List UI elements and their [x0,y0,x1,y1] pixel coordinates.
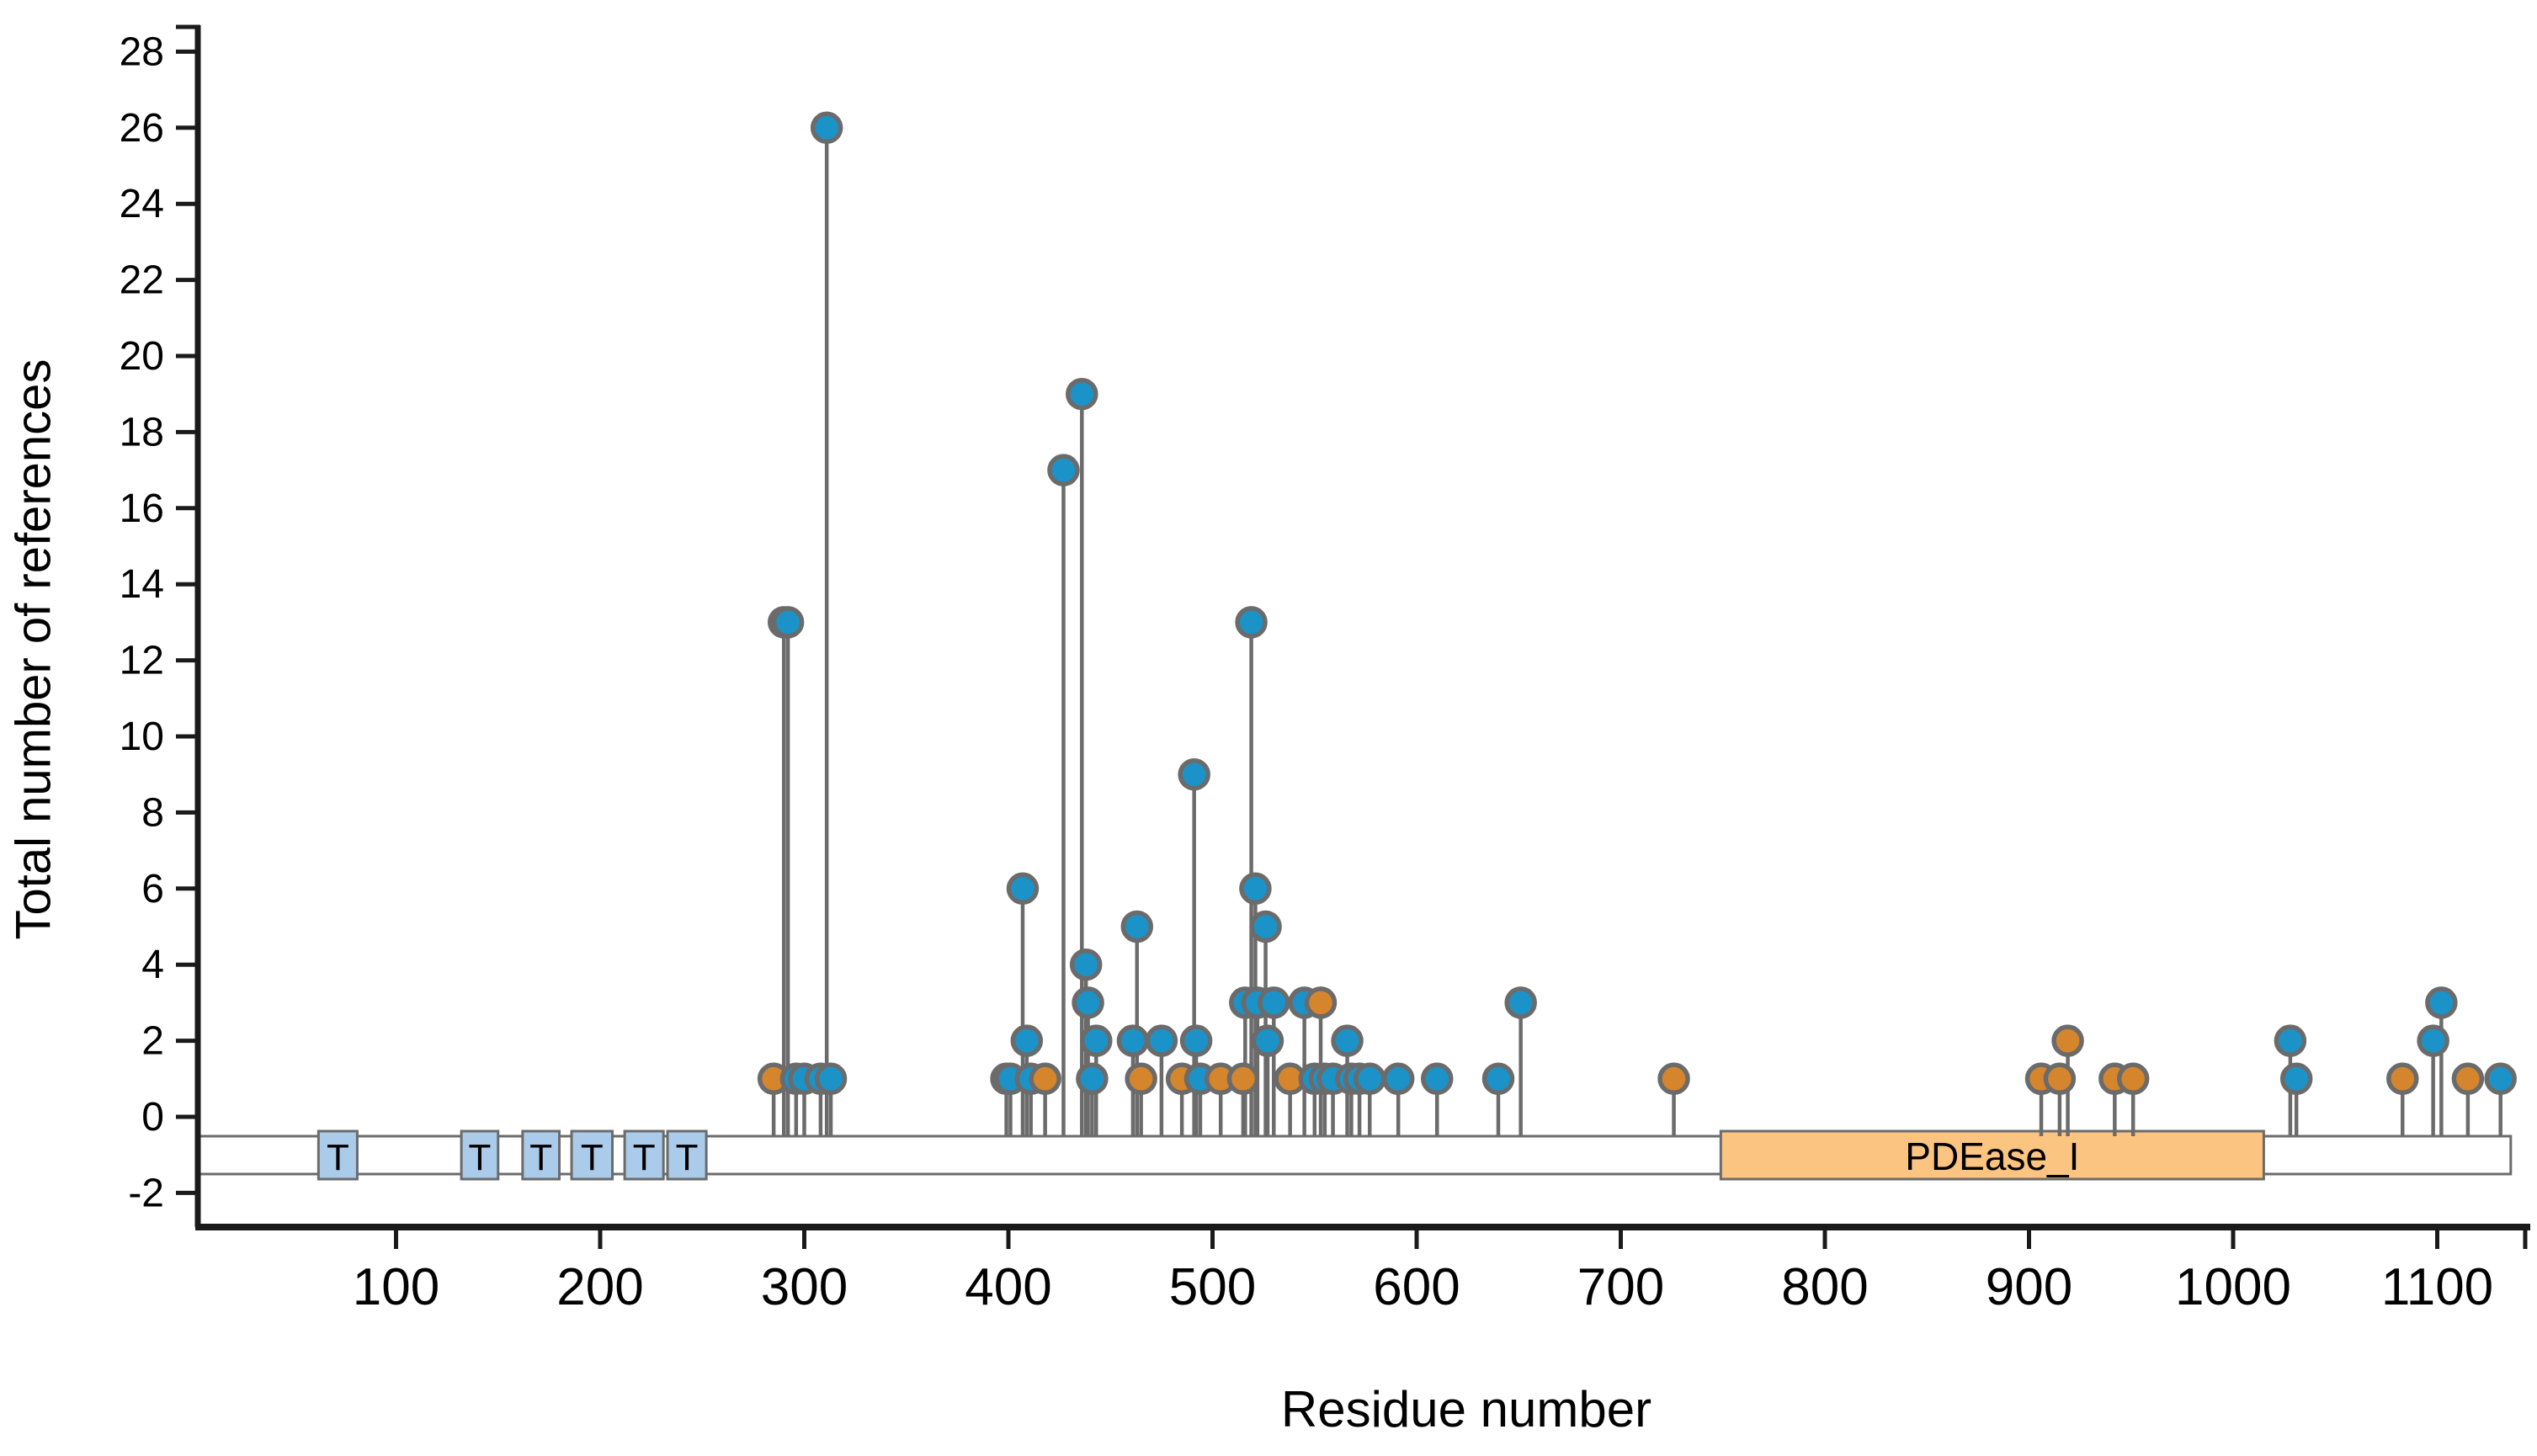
x-tick-label: 700 [1577,1258,1664,1316]
y-tick-label: 6 [141,867,164,911]
lollipop-point[interactable] [1006,872,1040,906]
t-motif-box[interactable] [316,1129,359,1181]
y-tick-label: 18 [120,410,164,454]
lollipop-point[interactable] [1353,1062,1386,1096]
lollipop-point[interactable] [1066,377,1098,411]
y-tick-label: 4 [141,943,164,987]
lollipop-point[interactable] [1381,1062,1415,1096]
pdease-domain-box[interactable] [1719,1129,2265,1181]
t-motif-label: T [676,1137,699,1178]
lollipop-point[interactable] [1145,1024,1178,1057]
lollipop-point[interactable] [1080,1024,1113,1057]
y-tick-label: -2 [128,1171,164,1215]
lollipop-point[interactable] [1116,1024,1150,1057]
lollipop-point[interactable] [814,1062,848,1096]
y-tick-label: 8 [141,790,164,835]
y-tick-label: 16 [120,486,164,531]
t-motif-box[interactable] [570,1129,614,1181]
lollipop-point[interactable] [1010,1024,1044,1057]
x-tick-label: 400 [965,1258,1051,1316]
lollipop-point[interactable] [2279,1062,2313,1096]
y-tick-label: 0 [141,1095,164,1140]
x-tick-label: 600 [1373,1258,1460,1316]
lollipop-point[interactable] [1331,1024,1364,1057]
y-tick-label: 14 [120,562,164,607]
x-tick-label: 1000 [2175,1258,2291,1316]
y-axis-title: Total number of references [6,359,61,940]
lollipop-point[interactable] [1235,606,1268,639]
lollipop-point[interactable] [1120,910,1154,943]
x-axis-title: Residue number [1280,1381,1652,1437]
lollipop-point[interactable] [1125,1062,1157,1096]
y-tick-label: 20 [120,334,164,379]
x-tick-label: 1100 [2381,1258,2493,1316]
lollipop-point[interactable] [2043,1062,2077,1096]
x-tick-label: 100 [353,1258,439,1316]
lollipop-point[interactable] [2484,1062,2517,1096]
lollipop-point[interactable] [810,111,843,145]
lollipop-point[interactable] [1504,986,1537,1019]
y-tick-label: 28 [120,29,164,74]
t-motif-label: T [633,1137,656,1178]
y-tick-label: 2 [141,1019,164,1064]
y-tick-label: 24 [120,182,164,226]
lollipop-point[interactable] [2425,986,2458,1019]
lollipop-point[interactable] [2274,1024,2307,1057]
lollipop-point[interactable] [1239,872,1272,906]
lollipop-point[interactable] [2051,1024,2084,1057]
lollipop-point[interactable] [1251,1024,1284,1057]
y-tick-label: 12 [120,639,164,683]
x-tick-label: 300 [761,1258,848,1316]
y-tick-label: 10 [120,715,164,759]
lollipop-point[interactable] [771,606,805,639]
lollipop-point[interactable] [1249,910,1282,943]
lollipop-point[interactable] [1029,1062,1061,1096]
lollipop-point[interactable] [1258,986,1290,1019]
t-motif-label: T [529,1137,552,1178]
lollipop-point[interactable] [1076,1062,1109,1096]
lollipop-point[interactable] [1421,1062,1454,1096]
t-motif-box[interactable] [666,1129,708,1181]
lollipop-point[interactable] [2451,1062,2485,1096]
lollipop-point[interactable] [1179,1024,1213,1057]
t-motif-box[interactable] [623,1129,665,1181]
lollipop-point[interactable] [1481,1062,1515,1096]
pdease-domain-label: PDEase_I [1905,1135,2079,1178]
lollipop-point[interactable] [2116,1062,2150,1096]
y-tick-label: 26 [120,106,164,151]
x-tick-label: 200 [556,1258,643,1316]
t-motif-box[interactable] [460,1129,500,1181]
lollipop-point[interactable] [1069,948,1103,981]
t-motif-label: T [327,1137,349,1178]
lollipop-point[interactable] [1304,986,1338,1019]
t-motif-label: T [468,1137,491,1178]
x-tick-label: 800 [1781,1258,1868,1316]
t-motif-label: T [581,1137,604,1178]
lollipop-point[interactable] [2386,1062,2419,1096]
lollipop-point[interactable] [1178,757,1210,791]
lollipop-point[interactable] [1072,986,1104,1019]
lollipop-point[interactable] [1226,1062,1260,1096]
t-motif-box[interactable] [521,1129,561,1181]
x-tick-label: 900 [1986,1258,2072,1316]
lollipop-point[interactable] [1047,454,1080,486]
lollipop-point[interactable] [1657,1062,1690,1096]
x-tick-label: 500 [1169,1258,1256,1316]
lollipop-point[interactable] [2417,1024,2449,1057]
y-tick-label: 22 [120,258,164,303]
